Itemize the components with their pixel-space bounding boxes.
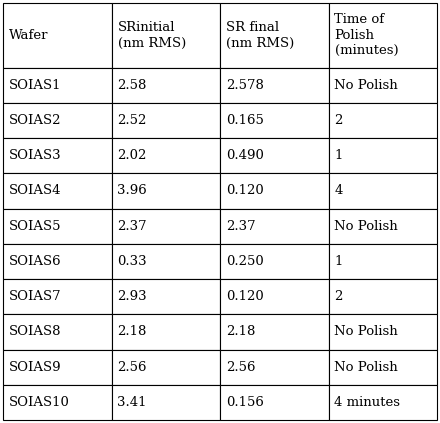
Bar: [329, 314, 437, 349]
Bar: [111, 279, 220, 314]
Text: SR final
(nm RMS): SR final (nm RMS): [226, 21, 294, 49]
Text: 0.165: 0.165: [226, 114, 264, 127]
Bar: [329, 244, 437, 279]
Bar: [3, 385, 111, 420]
Text: SOIAS9: SOIAS9: [9, 361, 62, 374]
Bar: [3, 349, 111, 385]
Text: 0.120: 0.120: [226, 290, 264, 303]
Bar: [3, 314, 111, 349]
Bar: [329, 68, 437, 103]
Text: SOIAS3: SOIAS3: [9, 149, 62, 162]
Text: No Polish: No Polish: [334, 361, 398, 374]
Text: 3.96: 3.96: [117, 184, 147, 198]
Text: 1: 1: [334, 149, 343, 162]
Bar: [220, 314, 329, 349]
Text: 2: 2: [334, 114, 343, 127]
Text: Time of
Polish
(minutes): Time of Polish (minutes): [334, 13, 398, 58]
Text: No Polish: No Polish: [334, 325, 398, 338]
Text: SOIAS6: SOIAS6: [9, 255, 62, 268]
Bar: [220, 173, 329, 209]
Bar: [220, 103, 329, 138]
Bar: [329, 173, 437, 209]
Bar: [329, 279, 437, 314]
Bar: [111, 349, 220, 385]
Text: 2.578: 2.578: [226, 79, 264, 92]
Bar: [111, 3, 220, 68]
Bar: [111, 138, 220, 173]
Text: SOIAS10: SOIAS10: [9, 396, 70, 409]
Bar: [329, 209, 437, 244]
Bar: [220, 68, 329, 103]
Bar: [220, 3, 329, 68]
Text: 2.93: 2.93: [117, 290, 147, 303]
Text: 3.41: 3.41: [117, 396, 147, 409]
Bar: [3, 209, 111, 244]
Text: 0.490: 0.490: [226, 149, 264, 162]
Text: 1: 1: [334, 255, 343, 268]
Text: SOIAS1: SOIAS1: [9, 79, 62, 92]
Bar: [111, 385, 220, 420]
Bar: [3, 138, 111, 173]
Text: 2.02: 2.02: [117, 149, 147, 162]
Bar: [111, 209, 220, 244]
Bar: [220, 385, 329, 420]
Text: No Polish: No Polish: [334, 79, 398, 92]
Text: SOIAS5: SOIAS5: [9, 220, 62, 233]
Bar: [220, 209, 329, 244]
Bar: [111, 68, 220, 103]
Bar: [220, 349, 329, 385]
Bar: [329, 3, 437, 68]
Bar: [220, 244, 329, 279]
Bar: [111, 314, 220, 349]
Text: 2.52: 2.52: [117, 114, 147, 127]
Bar: [3, 244, 111, 279]
Text: 2: 2: [334, 290, 343, 303]
Text: 4: 4: [334, 184, 343, 198]
Bar: [3, 3, 111, 68]
Text: 2.56: 2.56: [226, 361, 256, 374]
Text: No Polish: No Polish: [334, 220, 398, 233]
Bar: [111, 103, 220, 138]
Bar: [329, 349, 437, 385]
Text: 2.37: 2.37: [117, 220, 147, 233]
Bar: [329, 385, 437, 420]
Text: 0.250: 0.250: [226, 255, 264, 268]
Bar: [329, 138, 437, 173]
Text: 0.33: 0.33: [117, 255, 147, 268]
Text: SOIAS8: SOIAS8: [9, 325, 62, 338]
Text: SRinitial
(nm RMS): SRinitial (nm RMS): [117, 21, 186, 49]
Bar: [3, 279, 111, 314]
Bar: [111, 244, 220, 279]
Text: SOIAS4: SOIAS4: [9, 184, 62, 198]
Bar: [220, 279, 329, 314]
Text: Wafer: Wafer: [9, 29, 48, 42]
Text: 2.18: 2.18: [226, 325, 255, 338]
Text: SOIAS2: SOIAS2: [9, 114, 62, 127]
Bar: [220, 138, 329, 173]
Text: 0.156: 0.156: [226, 396, 264, 409]
Bar: [3, 103, 111, 138]
Text: 0.120: 0.120: [226, 184, 264, 198]
Text: 2.56: 2.56: [117, 361, 147, 374]
Text: 2.37: 2.37: [226, 220, 256, 233]
Text: 2.18: 2.18: [117, 325, 147, 338]
Bar: [3, 173, 111, 209]
Text: 2.58: 2.58: [117, 79, 147, 92]
Text: 4 minutes: 4 minutes: [334, 396, 400, 409]
Bar: [3, 68, 111, 103]
Text: SOIAS7: SOIAS7: [9, 290, 62, 303]
Bar: [111, 173, 220, 209]
Bar: [329, 103, 437, 138]
